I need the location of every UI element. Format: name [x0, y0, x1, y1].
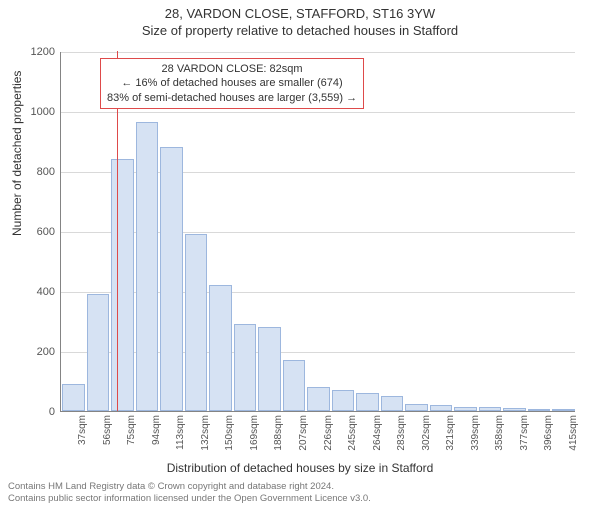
bar [332, 390, 355, 411]
y-tick-label: 0 [15, 406, 55, 418]
x-tick-label: 132sqm [200, 415, 211, 451]
page-title: 28, VARDON CLOSE, STAFFORD, ST16 3YW [0, 6, 600, 21]
x-tick-label: 339sqm [470, 415, 481, 451]
x-tick-label: 169sqm [249, 415, 260, 451]
x-tick-label: 264sqm [372, 415, 383, 451]
x-tick-label: 113sqm [175, 415, 186, 450]
x-tick-label: 396sqm [543, 415, 554, 451]
x-tick-label: 94sqm [151, 415, 162, 445]
bar [160, 147, 183, 411]
bar [234, 324, 257, 411]
x-tick-label: 245sqm [347, 415, 358, 451]
x-tick-label: 415sqm [568, 415, 579, 451]
bar [87, 294, 110, 411]
chart-subtitle: Size of property relative to detached ho… [0, 23, 600, 38]
x-tick-label: 56sqm [102, 415, 113, 445]
bar [454, 407, 477, 412]
footer-attribution: Contains HM Land Registry data © Crown c… [8, 481, 371, 504]
bar [209, 285, 232, 411]
x-tick-label: 188sqm [273, 415, 284, 451]
chart-area: 02004006008001000120037sqm56sqm75sqm94sq… [60, 52, 575, 412]
bar [405, 404, 428, 412]
y-tick-label: 1000 [15, 106, 55, 118]
x-tick-label: 321sqm [445, 415, 456, 451]
bar [62, 384, 85, 411]
x-tick-label: 302sqm [421, 415, 432, 451]
bar [283, 360, 306, 411]
bar [552, 409, 575, 411]
callout-line: 28 VARDON CLOSE: 82sqm [107, 62, 357, 76]
y-axis-label: Number of detached properties [10, 71, 24, 236]
x-tick-label: 358sqm [494, 415, 505, 451]
bar [258, 327, 281, 411]
bar [503, 408, 526, 411]
footer-line: Contains public sector information licen… [8, 493, 371, 504]
y-tick-label: 800 [15, 166, 55, 178]
x-tick-label: 283sqm [396, 415, 407, 451]
callout-box: 28 VARDON CLOSE: 82sqm← 16% of detached … [100, 58, 364, 109]
bar [111, 159, 134, 411]
bar [185, 234, 208, 411]
x-tick-label: 75sqm [126, 415, 137, 445]
y-tick-label: 400 [15, 286, 55, 298]
bar [136, 122, 159, 412]
x-tick-label: 207sqm [298, 415, 309, 451]
callout-line: 83% of semi-detached houses are larger (… [107, 91, 357, 105]
x-tick-label: 226sqm [323, 415, 334, 451]
bar [479, 407, 502, 411]
y-tick-label: 600 [15, 226, 55, 238]
y-tick-label: 200 [15, 346, 55, 358]
footer-line: Contains HM Land Registry data © Crown c… [8, 481, 371, 492]
bar [430, 405, 453, 411]
x-tick-label: 150sqm [224, 415, 235, 451]
bar [307, 387, 330, 411]
x-axis-label: Distribution of detached houses by size … [0, 461, 600, 475]
x-tick-label: 377sqm [519, 415, 530, 451]
y-tick-label: 1200 [15, 46, 55, 58]
x-tick-label: 37sqm [77, 415, 88, 445]
bar [356, 393, 379, 411]
bar [528, 409, 551, 411]
bar [381, 396, 404, 411]
callout-line: ← 16% of detached houses are smaller (67… [107, 76, 357, 90]
